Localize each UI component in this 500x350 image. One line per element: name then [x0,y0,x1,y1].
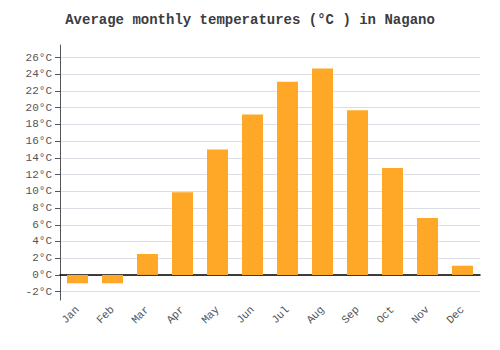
svg-text:Aug: Aug [304,304,326,326]
svg-text:26°C: 26°C [26,52,53,64]
svg-text:20°C: 20°C [26,102,53,114]
svg-text:24°C: 24°C [26,68,53,80]
svg-text:May: May [199,303,222,326]
svg-text:Jul: Jul [269,304,291,326]
svg-text:Mar: Mar [129,304,151,326]
svg-text:4°C: 4°C [32,235,52,247]
svg-text:18°C: 18°C [26,118,53,130]
svg-text:0°C: 0°C [32,269,52,281]
svg-text:6°C: 6°C [32,219,52,231]
svg-text:14°C: 14°C [26,152,53,164]
svg-text:Feb: Feb [94,304,116,326]
svg-text:Apr: Apr [164,304,186,326]
svg-text:12°C: 12°C [26,169,53,181]
svg-text:2°C: 2°C [32,252,52,264]
svg-text:16°C: 16°C [26,135,53,147]
svg-text:Jun: Jun [234,304,256,326]
svg-text:Average monthly temperatures (: Average monthly temperatures (°C ) in Na… [65,12,435,28]
svg-text:10°C: 10°C [26,185,53,197]
svg-text:Oct: Oct [374,304,396,326]
svg-text:Sep: Sep [339,304,361,326]
svg-text:22°C: 22°C [26,85,53,97]
svg-text:8°C: 8°C [32,202,52,214]
svg-text:Nov: Nov [409,303,432,326]
svg-text:-2°C: -2°C [26,286,53,298]
svg-text:Dec: Dec [444,304,466,326]
svg-text:Jan: Jan [59,304,81,326]
